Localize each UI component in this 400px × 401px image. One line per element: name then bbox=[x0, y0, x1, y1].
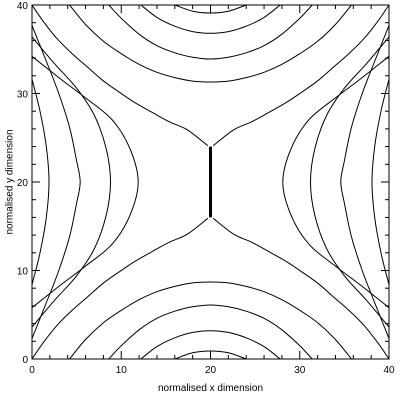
tick-labels: 0 10 20 30 40 0 10 20 30 40 bbox=[17, 1, 395, 376]
field-line-4 bbox=[31, 217, 209, 360]
field-line-20 bbox=[371, 79, 390, 285]
y-tick-label: 10 bbox=[17, 267, 29, 278]
field-lines bbox=[31, 4, 390, 360]
field-line-19 bbox=[282, 55, 390, 309]
y-tick-label: 0 bbox=[22, 355, 28, 366]
x-tick-label: 0 bbox=[29, 365, 35, 376]
field-line-17 bbox=[340, 25, 390, 339]
field-line-1 bbox=[212, 4, 390, 147]
axis-ticks bbox=[31, 4, 390, 360]
x-tick-label: 40 bbox=[383, 365, 395, 376]
y-axis-label: normalised y dimension bbox=[5, 129, 16, 234]
x-tick-label: 10 bbox=[116, 365, 128, 376]
x-tick-label: 30 bbox=[294, 365, 306, 376]
y-tick-label: 30 bbox=[17, 90, 29, 101]
field-line-15 bbox=[31, 55, 139, 309]
field-line-16 bbox=[31, 79, 50, 285]
field-line-3 bbox=[212, 217, 390, 360]
field-line-7 bbox=[140, 4, 281, 34]
field-line-14 bbox=[31, 36, 112, 328]
y-tick-label: 20 bbox=[17, 178, 29, 189]
field-line-2 bbox=[31, 4, 209, 147]
x-tick-label: 20 bbox=[205, 365, 217, 376]
field-line-6 bbox=[108, 4, 313, 60]
field-line-11 bbox=[140, 330, 281, 360]
field-line-9 bbox=[69, 281, 352, 360]
field-line-13 bbox=[31, 25, 81, 339]
x-axis-label: normalised x dimension bbox=[158, 383, 263, 394]
y-tick-label: 40 bbox=[17, 1, 29, 12]
field-line-5 bbox=[69, 4, 352, 83]
field-line-18 bbox=[309, 36, 390, 328]
field-line-10 bbox=[108, 304, 313, 360]
